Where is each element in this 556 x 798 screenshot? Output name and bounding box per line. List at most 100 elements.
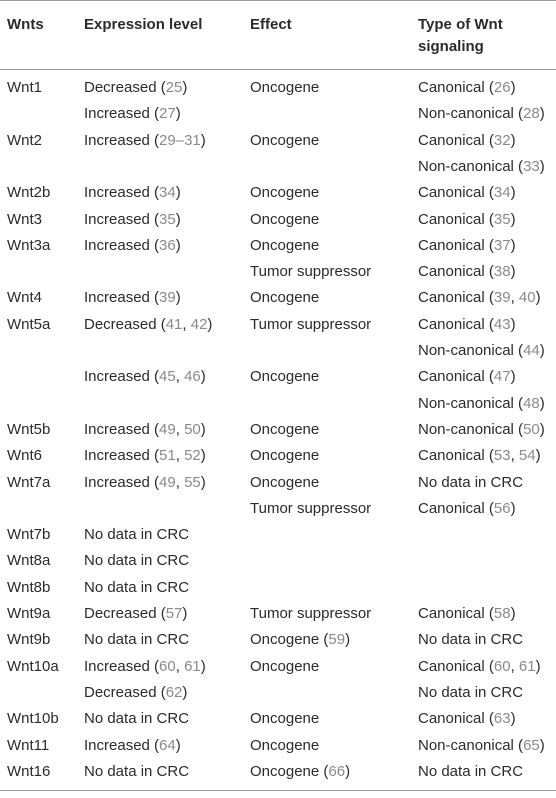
cell-text: No data in CRC [84, 526, 190, 544]
cell-wnt-name: Wnt5a [7, 315, 51, 333]
cell-signaling-type: Non-canonical (65) [418, 733, 545, 759]
cell-text: Canonical ( [418, 79, 494, 96]
reference-number: 47 [493, 368, 511, 386]
table-row: Wnt3a Increased (36) Oncogene Canonical (37… [0, 233, 556, 259]
cell-text: Increased ( [84, 236, 160, 254]
cell-text: Non-canonical ( [418, 420, 524, 438]
reference-number: 66 [328, 762, 346, 780]
cell-text: Oncogene [250, 368, 320, 386]
reference-number: 49 [159, 473, 176, 491]
cell-text: No data in CRC [84, 578, 190, 596]
cell-text: ) [539, 342, 545, 359]
reference-number: 60 [493, 657, 511, 675]
cell-effect: Oncogene [250, 417, 319, 443]
table-row: Wnt6 Increased (51, 52) Oncogene Canonical … [0, 443, 556, 469]
cell-effect: Oncogene [250, 706, 319, 732]
cell-text: Canonical ( [418, 657, 494, 675]
cell-signaling-type: Canonical (58) [418, 601, 516, 627]
cell-expression-level: No data in CRC [84, 522, 189, 548]
cell-text: ) [200, 131, 206, 149]
cell-text: Oncogene [250, 184, 320, 202]
table-row: Wnt8b No data in CRC [0, 575, 556, 601]
cell-text: No data in CRC [84, 710, 190, 728]
cell-text: Non-canonical ( [418, 394, 524, 412]
cell-signaling-type: Non-canonical (44) [418, 338, 545, 364]
cell-text: Increased ( [84, 131, 160, 149]
reference-number: 32 [493, 131, 511, 149]
cell-text: Oncogene [250, 420, 320, 438]
cell-text: No data in CRC [418, 762, 524, 780]
reference-number: 35 [159, 210, 176, 228]
table-row: Tumor suppressor Canonical (38) [0, 259, 556, 285]
cell-wnt-name: Wnt16 [7, 762, 51, 780]
cell-text: ) [510, 710, 516, 728]
cell-text: Canonical ( [418, 184, 494, 202]
cell-expression-level: Decreased (62) [84, 680, 187, 706]
cell-text: Oncogene [250, 473, 320, 491]
reference-number: 29–31 [159, 131, 201, 149]
cell-text: , [175, 657, 185, 675]
cell-text: No data in CRC [84, 552, 190, 570]
reference-number: 48 [523, 394, 540, 412]
cell-wnt-name: Wnt10a [7, 657, 59, 675]
cell-text: ) [510, 210, 516, 228]
cell-text: No data in CRC [84, 631, 190, 649]
cell-wnt-name: Wnt8b [7, 578, 51, 596]
reference-number: 55 [184, 473, 201, 491]
cell-text: Decreased ( [84, 315, 166, 333]
reference-number: 62 [165, 683, 183, 701]
reference-number: 58 [493, 605, 511, 622]
reference-number: 39 [493, 289, 511, 307]
cell-text: No data in CRC [418, 631, 524, 649]
cell-wnt-name: Wnt7b [7, 526, 51, 544]
cell-text: Canonical ( [418, 368, 494, 386]
cell-effect: Oncogene [250, 443, 319, 469]
cell-wnt-name: Wnt11 [7, 736, 50, 754]
cell-text: Canonical ( [418, 499, 494, 517]
cell-text: Increased ( [84, 105, 160, 123]
cell-text: Increased ( [84, 447, 160, 465]
cell-wnt-name: Wnt9a [7, 605, 51, 622]
table-top-rule [0, 0, 556, 1]
table-row: Wnt7b No data in CRC [0, 522, 556, 548]
reference-number: 64 [159, 736, 176, 754]
cell-text: Oncogene [250, 79, 320, 96]
cell-text: Non-canonical ( [418, 157, 524, 175]
reference-number: 39 [159, 289, 176, 307]
cell-signaling-type: Canonical (26) [418, 75, 516, 101]
cell-text: ) [207, 315, 213, 333]
cell-text: Oncogene [250, 710, 320, 728]
cell-text: ) [182, 605, 188, 622]
cell-text: ) [539, 420, 545, 438]
cell-text: ) [510, 79, 516, 96]
cell-text: , [510, 447, 519, 465]
cell-effect: Oncogene [250, 207, 319, 233]
cell-signaling-type: Canonical (37) [418, 233, 516, 259]
cell-signaling-type: No data in CRC [418, 759, 523, 785]
cell-text: ) [510, 605, 516, 622]
cell-wnt-name: Wnt6 [7, 447, 43, 465]
reference-number: 40 [518, 289, 536, 307]
cell-text: Increased ( [84, 657, 160, 675]
cell-wnt-name: Wnt3 [7, 210, 43, 228]
cell-text: Increased ( [84, 736, 160, 754]
table-row: Increased (45, 46) Oncogene Canonical (47) [0, 364, 556, 390]
cell-text: Increased ( [84, 473, 160, 491]
cell-signaling-type: Canonical (56) [418, 496, 516, 522]
cell-effect: Oncogene [250, 364, 319, 390]
cell-expression-level: No data in CRC [84, 548, 189, 574]
reference-number: 36 [159, 236, 176, 254]
cell-text: Increased ( [84, 184, 160, 202]
cell-text: , [510, 289, 519, 307]
cell-effect: Oncogene [250, 180, 319, 206]
cell-text: ) [510, 499, 516, 517]
cell-text: Tumor suppressor [250, 499, 372, 517]
cell-signaling-type: Canonical (60, 61) [418, 654, 541, 680]
cell-text: , [510, 657, 519, 675]
reference-number: 52 [184, 447, 201, 465]
reference-number: 42 [190, 315, 208, 333]
reference-number: 25 [165, 79, 183, 96]
cell-text: Increased ( [84, 210, 160, 228]
reference-number: 56 [493, 499, 511, 517]
cell-signaling-type: No data in CRC [418, 680, 523, 706]
